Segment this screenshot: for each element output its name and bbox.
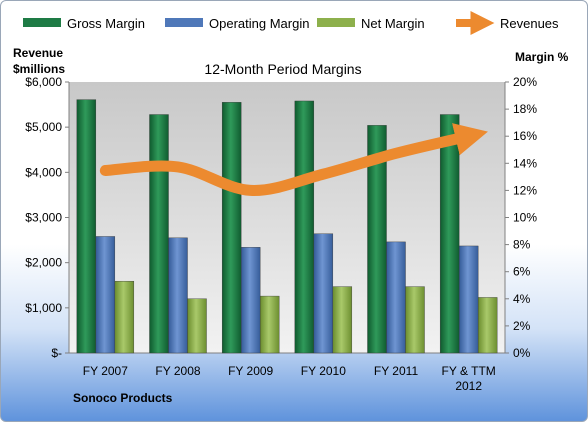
bar-series (76, 99, 498, 354)
left-tick-label: $6,000 (25, 75, 62, 89)
net-margin-bar (332, 286, 353, 354)
x-tick-label: FY 2007 (83, 364, 128, 378)
right-tick-label: 2% (513, 319, 531, 333)
right-tick-label: 6% (513, 265, 531, 279)
net-margin-bar (259, 295, 280, 354)
x-tick-label: FY 2010 (301, 364, 346, 378)
right-tick-label: 16% (513, 129, 537, 143)
net-margin-bar (187, 298, 207, 354)
legend-label: Net Margin (361, 16, 425, 31)
right-tick-label: 10% (513, 211, 537, 225)
right-tick-label: 12% (513, 183, 537, 197)
gross-margin-bar (76, 99, 97, 354)
left-tick-label: $3,000 (25, 211, 62, 225)
x-tick-label: FY & TTM (442, 364, 496, 378)
legend: Gross Margin Operating Margin Net Margin Re… (23, 11, 559, 35)
right-tick-label: 18% (513, 102, 537, 116)
right-tick-label: 20% (513, 75, 537, 89)
left-tick-label: $1,000 (25, 301, 62, 315)
x-tick-label: FY 2009 (228, 364, 273, 378)
operating-margin-bar (95, 236, 116, 354)
gross-margin-bar (149, 114, 169, 354)
right-axis-ticks: 0% 2% 4% 6% 8% 10% 12% 14% 16% 18% 20% (505, 75, 537, 360)
net-margin-bar (114, 280, 135, 354)
x-axis-labels: FY 2007 FY 2008 FY 2009 FY 2010 FY 2011 FY & … (83, 364, 496, 393)
left-axis-label-line1: Revenue (13, 46, 63, 60)
right-tick-label: 8% (513, 238, 531, 252)
legend-swatch (23, 18, 61, 27)
left-tick-label: $5,000 (25, 120, 62, 134)
net-margin-bar (477, 297, 498, 354)
left-tick-label: $4,000 (25, 165, 62, 179)
chart-title: 12-Month Period Margins (204, 61, 361, 77)
right-axis-label: Margin % (515, 50, 569, 64)
legend-swatch (317, 18, 355, 27)
right-tick-label: 14% (513, 156, 537, 170)
plot-area (69, 82, 505, 353)
left-axis-label-line2: $millions (13, 62, 65, 76)
left-axis-ticks: $- $1,000 $2,000 $3,000 $4,000 $5,000 $6,000 (25, 75, 69, 360)
operating-margin-bar (240, 247, 261, 354)
gross-margin-bar (439, 114, 460, 354)
operating-margin-bar (168, 237, 188, 354)
left-tick-label: $2,000 (25, 256, 62, 270)
legend-swatch (165, 18, 203, 27)
legend-label: Revenues (500, 16, 559, 31)
operating-margin-bar (386, 241, 406, 354)
gross-margin-bar (367, 125, 387, 354)
x-tick-label: FY 2011 (374, 364, 419, 378)
revenue-line (99, 123, 488, 196)
x-tick-label: FY 2008 (155, 364, 200, 378)
gross-margin-bar (221, 102, 242, 354)
left-tick-label: $- (51, 346, 62, 360)
gross-margin-bar (294, 100, 315, 354)
right-tick-label: 0% (513, 346, 531, 360)
net-margin-bar (405, 286, 425, 354)
right-tick-label: 4% (513, 292, 531, 306)
revenue-series (99, 123, 488, 196)
x-tick-label: 2012 (455, 379, 482, 393)
legend-label: Gross Margin (67, 16, 145, 31)
company-name: Sonoco Products (73, 391, 173, 405)
legend-label: Operating Margin (209, 16, 309, 31)
operating-margin-bar (313, 233, 334, 354)
operating-margin-bar (458, 245, 479, 354)
